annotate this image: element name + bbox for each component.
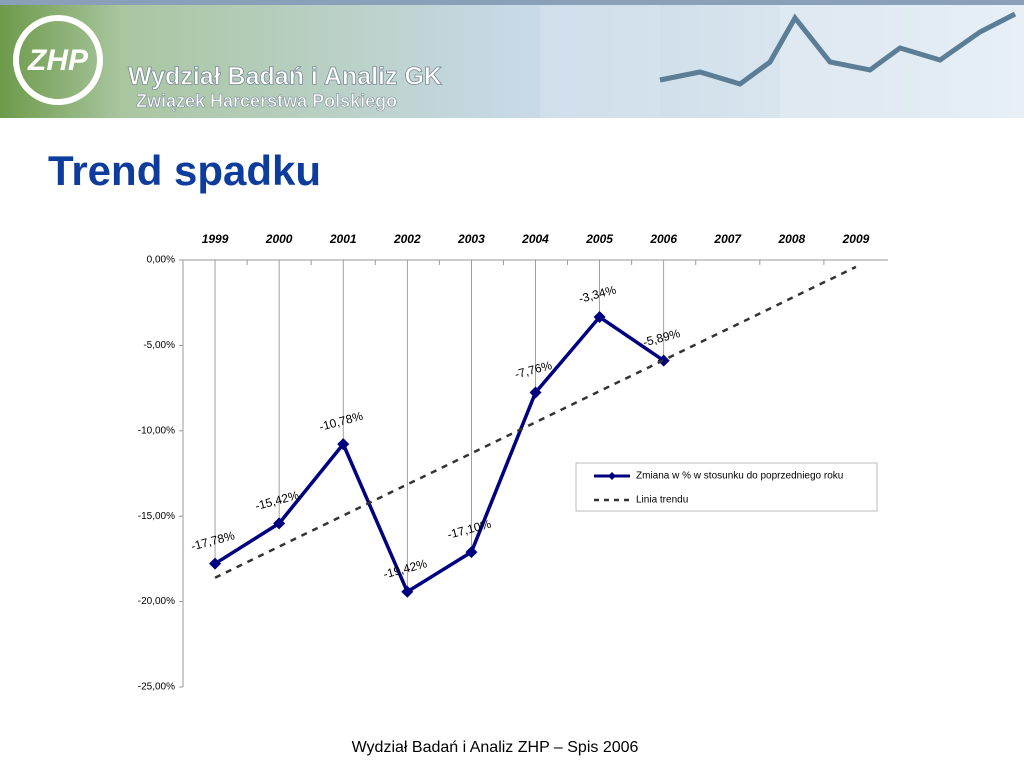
y-tick-label: 0,00% xyxy=(147,255,175,266)
data-label: -5,89% xyxy=(641,326,682,349)
data-label: -17,78% xyxy=(189,528,236,553)
y-tick-label: -15,00% xyxy=(138,511,175,522)
data-label: -10,78% xyxy=(318,409,365,434)
y-tick-label: -10,00% xyxy=(138,425,175,436)
x-tick-label: 2008 xyxy=(778,232,806,246)
slide-title: Trend spadku xyxy=(48,147,321,194)
x-tick-label: 2000 xyxy=(265,232,293,246)
banner-subtitle: Związek Harcerstwa Polskiego xyxy=(136,91,397,111)
marker xyxy=(401,585,414,598)
x-tick-label: 2006 xyxy=(649,232,677,246)
x-tick-label: 2003 xyxy=(457,232,485,246)
series-line xyxy=(214,265,857,579)
logo-text: ZHP xyxy=(27,44,89,77)
x-tick-label: 2004 xyxy=(521,232,549,246)
legend-marker xyxy=(608,472,616,480)
marker xyxy=(273,517,286,530)
data-label: -3,34% xyxy=(577,282,618,305)
marker xyxy=(465,546,478,559)
x-tick-label: 2001 xyxy=(329,232,357,246)
series-line xyxy=(214,314,665,595)
data-label: -19,42% xyxy=(382,556,429,581)
x-tick-label: 2005 xyxy=(585,232,613,246)
data-label: -17,10% xyxy=(446,517,493,542)
y-tick-label: -20,00% xyxy=(138,596,175,607)
legend-label: Linia trendu xyxy=(636,495,688,506)
marker xyxy=(209,557,222,570)
marker xyxy=(529,386,542,399)
legend-box xyxy=(575,462,878,512)
y-tick-label: -5,00% xyxy=(143,340,175,351)
data-label: -15,42% xyxy=(254,488,301,513)
footer: Wydział Badań i Analiz ZHP – Spis 2006 xyxy=(352,739,639,756)
banner: ZHP Wydział Badań i Analiz GK Związek Ha… xyxy=(0,0,1024,118)
marker xyxy=(657,354,670,367)
x-tick-label: 2007 xyxy=(713,232,742,246)
y-tick-label: -25,00% xyxy=(138,682,175,693)
marker xyxy=(337,438,350,451)
marker xyxy=(593,311,606,324)
x-tick-label: 1999 xyxy=(202,232,229,246)
x-tick-label: 2009 xyxy=(842,232,870,246)
legend-label: Zmiana w % w stosunku do poprzedniego ro… xyxy=(636,471,843,482)
x-tick-label: 2002 xyxy=(393,232,421,246)
banner-title: Wydział Badań i Analiz GK xyxy=(128,63,442,91)
